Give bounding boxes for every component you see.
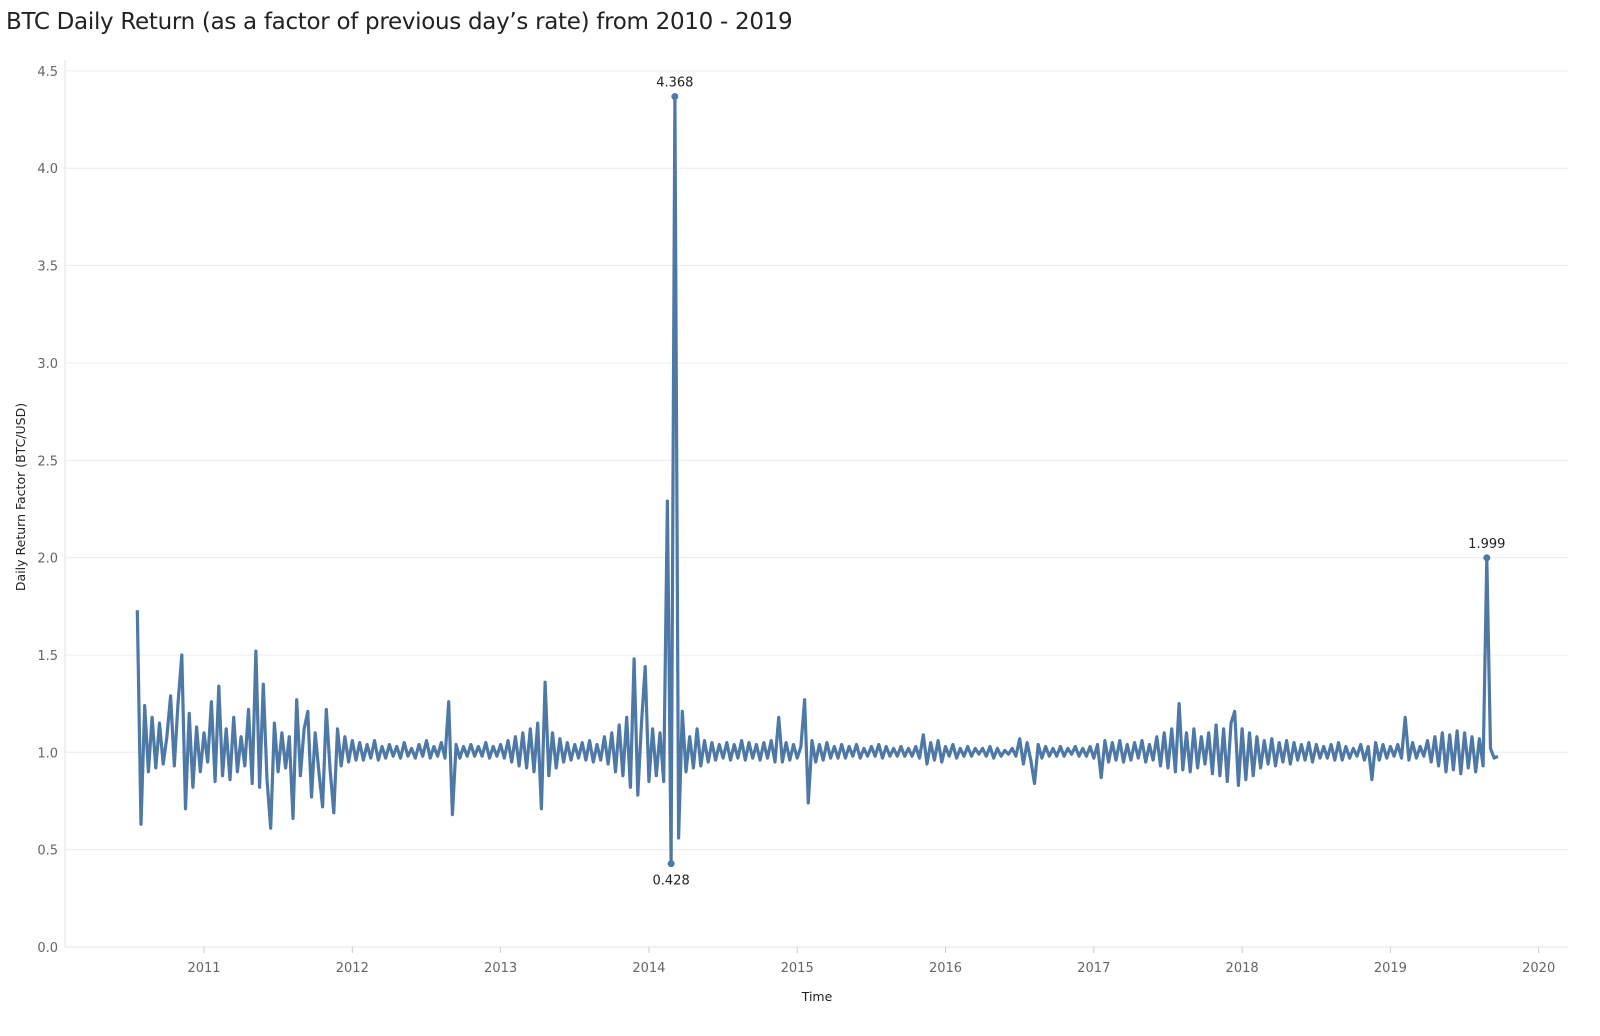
series-line — [135, 94, 1499, 866]
x-tick-label: 2020 — [1522, 961, 1555, 976]
x-tick-label: 2013 — [484, 961, 517, 976]
y-tick-label: 0.5 — [37, 844, 58, 859]
x-tick-label: 2015 — [781, 961, 814, 976]
annotation-label: 4.368 — [656, 76, 693, 91]
y-tick-label: 3.0 — [37, 357, 58, 372]
annotation-marker — [1483, 554, 1491, 562]
x-tick-label: 2019 — [1374, 961, 1407, 976]
x-tick-label: 2011 — [187, 961, 220, 976]
chart-title: BTC Daily Return (as a factor of previou… — [6, 9, 793, 35]
y-tick-label: 2.0 — [37, 552, 58, 567]
x-tick-label: 2018 — [1226, 961, 1259, 976]
y-tick-label: 4.5 — [37, 65, 58, 80]
annotation-marker — [667, 860, 675, 868]
y-tick-label: 3.5 — [37, 260, 58, 275]
annotation-label: 0.428 — [653, 874, 690, 889]
y-axis-title: Daily Return Factor (BTC/USD) — [13, 403, 28, 591]
x-axis-title: Time — [801, 989, 833, 1004]
x-tick-label: 2014 — [632, 961, 665, 976]
x-tick-label: 2017 — [1077, 961, 1110, 976]
x-tick-label: 2012 — [336, 961, 369, 976]
annotation-label: 1.999 — [1468, 537, 1505, 552]
x-tick-label: 2016 — [929, 961, 962, 976]
y-tick-label: 0.0 — [37, 941, 58, 956]
y-tick-label: 4.0 — [37, 162, 58, 177]
y-tick-label: 1.0 — [37, 746, 58, 761]
annotation-marker — [671, 93, 679, 101]
y-tick-label: 2.5 — [37, 454, 58, 469]
y-tick-label: 1.5 — [37, 649, 58, 664]
